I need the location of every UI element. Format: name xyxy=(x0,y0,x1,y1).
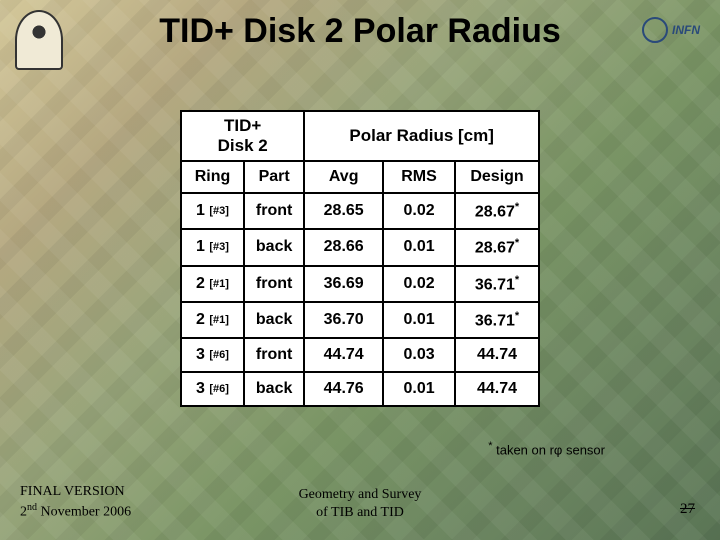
cell-avg: 36.70 xyxy=(304,302,383,338)
cell-rms: 0.01 xyxy=(383,229,455,265)
table-header-polar: Polar Radius [cm] xyxy=(304,111,539,161)
cell-ring: 2 [#1] xyxy=(181,302,244,338)
col-design: Design xyxy=(455,161,539,193)
footer-subtitle: Geometry and Survey of TIB and TID xyxy=(299,486,422,522)
cell-design: 36.71* xyxy=(455,266,539,302)
table-body: 1 [#3]front28.650.0228.67*1 [#3]back28.6… xyxy=(181,193,539,406)
cell-design: 44.74 xyxy=(455,338,539,372)
table-row: 3 [#6]back44.760.0144.74 xyxy=(181,372,539,406)
hdr-disk: Disk 2 xyxy=(190,136,295,156)
table-header-disk: TID+ Disk 2 xyxy=(181,111,304,161)
page-number: 27 xyxy=(680,501,695,518)
cell-ring: 1 [#3] xyxy=(181,229,244,265)
table-row: 1 [#3]front28.650.0228.67* xyxy=(181,193,539,229)
cell-part: front xyxy=(244,338,304,372)
cell-avg: 44.74 xyxy=(304,338,383,372)
cell-design: 28.67* xyxy=(455,193,539,229)
slide-title: TID+ Disk 2 Polar Radius xyxy=(0,12,720,51)
cell-ring: 3 [#6] xyxy=(181,372,244,406)
col-avg: Avg xyxy=(304,161,383,193)
footer-date-sup: nd xyxy=(27,502,37,513)
cell-design: 36.71* xyxy=(455,302,539,338)
cell-avg: 28.66 xyxy=(304,229,383,265)
cell-rms: 0.02 xyxy=(383,266,455,302)
table-row: 1 [#3]back28.660.0128.67* xyxy=(181,229,539,265)
cell-part: back xyxy=(244,229,304,265)
footer-sub-line1: Geometry and Survey xyxy=(299,486,422,504)
cell-avg: 36.69 xyxy=(304,266,383,302)
footer-date-post: November 2006 xyxy=(37,505,131,520)
cell-rms: 0.01 xyxy=(383,302,455,338)
table-row: 3 [#6]front44.740.0344.74 xyxy=(181,338,539,372)
cell-avg: 28.65 xyxy=(304,193,383,229)
table-row: 2 [#1]back36.700.0136.71* xyxy=(181,302,539,338)
col-ring: Ring xyxy=(181,161,244,193)
cell-part: front xyxy=(244,266,304,302)
cell-design: 28.67* xyxy=(455,229,539,265)
footer-version-line1: FINAL VERSION xyxy=(20,483,131,501)
cell-part: front xyxy=(244,193,304,229)
cell-rms: 0.01 xyxy=(383,372,455,406)
footnote-text: taken on rφ sensor xyxy=(493,442,606,457)
cell-ring: 2 [#1] xyxy=(181,266,244,302)
footer-version: FINAL VERSION 2nd November 2006 xyxy=(20,483,131,522)
cell-part: back xyxy=(244,302,304,338)
polar-radius-table: TID+ Disk 2 Polar Radius [cm] Ring Part … xyxy=(180,110,540,407)
cell-design: 44.74 xyxy=(455,372,539,406)
footer-date-pre: 2 xyxy=(20,505,27,520)
table-row: 2 [#1]front36.690.0236.71* xyxy=(181,266,539,302)
data-table-container: TID+ Disk 2 Polar Radius [cm] Ring Part … xyxy=(180,110,540,407)
cell-part: back xyxy=(244,372,304,406)
cell-ring: 3 [#6] xyxy=(181,338,244,372)
cell-avg: 44.76 xyxy=(304,372,383,406)
col-rms: RMS xyxy=(383,161,455,193)
col-part: Part xyxy=(244,161,304,193)
cell-rms: 0.03 xyxy=(383,338,455,372)
cell-rms: 0.02 xyxy=(383,193,455,229)
hdr-tid: TID+ xyxy=(190,116,295,136)
cell-ring: 1 [#3] xyxy=(181,193,244,229)
footnote: * taken on rφ sensor xyxy=(488,440,605,457)
footer-sub-line2: of TIB and TID xyxy=(299,504,422,522)
footer-version-line2: 2nd November 2006 xyxy=(20,501,131,522)
